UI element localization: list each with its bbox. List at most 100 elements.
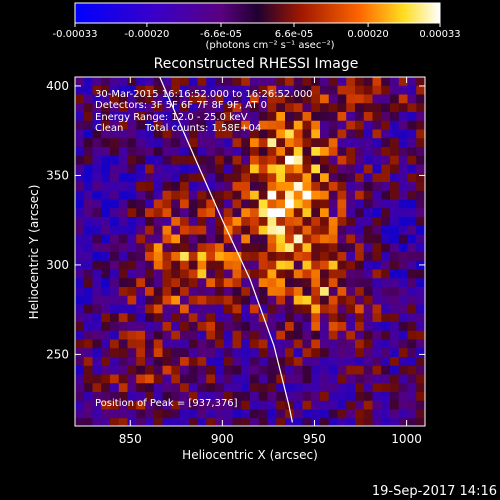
heatmap-cell xyxy=(118,418,128,426)
heatmap-cell xyxy=(223,190,233,200)
heatmap-cell xyxy=(232,129,242,139)
heatmap-cell xyxy=(180,278,190,288)
heatmap-cell xyxy=(320,225,330,235)
heatmap-cell xyxy=(118,383,128,393)
heatmap-cell xyxy=(92,112,102,122)
heatmap-cell xyxy=(92,120,102,130)
heatmap-cell xyxy=(110,138,120,148)
heatmap-cell xyxy=(83,182,93,192)
heatmap-cell xyxy=(363,217,373,227)
heatmap-cell xyxy=(381,418,391,426)
heatmap-cell xyxy=(293,173,303,183)
heatmap-cell xyxy=(328,374,338,384)
heatmap-cell xyxy=(75,85,85,95)
heatmap-cell xyxy=(346,313,356,323)
heatmap-cell xyxy=(241,400,251,410)
heatmap-cell xyxy=(136,400,146,410)
heatmap-cell xyxy=(118,365,128,375)
heatmap-cell xyxy=(311,392,321,402)
heatmap-cell xyxy=(398,304,408,314)
heatmap-cell xyxy=(337,348,347,358)
heatmap-cell xyxy=(285,225,295,235)
heatmap-cell xyxy=(276,392,286,402)
heatmap-cell xyxy=(171,260,181,270)
heatmap-cell xyxy=(83,287,93,297)
heatmap-cell xyxy=(346,357,356,367)
heatmap-cell xyxy=(355,252,365,262)
heatmap-cell xyxy=(75,155,85,165)
heatmap-cell xyxy=(101,374,111,384)
heatmap-cell xyxy=(398,348,408,358)
heatmap-cell xyxy=(241,217,251,227)
heatmap-cell xyxy=(206,199,216,209)
heatmap-cell xyxy=(118,339,128,349)
heatmap-cell xyxy=(127,103,137,113)
heatmap-cell xyxy=(346,278,356,288)
heatmap-cell xyxy=(355,155,365,165)
heatmap-cell xyxy=(180,269,190,279)
heatmap-cell xyxy=(101,392,111,402)
heatmap-cell xyxy=(232,287,242,297)
heatmap-cell xyxy=(267,374,277,384)
heatmap-cell xyxy=(223,400,233,410)
heatmap-cell xyxy=(101,409,111,419)
heatmap-cell xyxy=(320,330,330,340)
heatmap-cell xyxy=(92,392,102,402)
heatmap-cell xyxy=(171,383,181,393)
heatmap-cell xyxy=(206,112,216,122)
heatmap-cell xyxy=(153,392,163,402)
heatmap-cell xyxy=(110,374,120,384)
colorbar-tick-label: -6.6e-05 xyxy=(200,29,242,40)
heatmap-cell xyxy=(320,374,330,384)
heatmap-cell xyxy=(101,322,111,332)
heatmap-cell xyxy=(188,173,198,183)
heatmap-cell xyxy=(215,217,225,227)
heatmap-cell xyxy=(83,400,93,410)
heatmap-cell xyxy=(241,225,251,235)
heatmap-cell xyxy=(197,199,207,209)
heatmap-cell xyxy=(276,374,286,384)
heatmap-cell xyxy=(416,357,425,367)
heatmap-cell xyxy=(188,94,198,104)
heatmap-cell xyxy=(223,85,233,95)
x-axis-label: Heliocentric X (arcsec) xyxy=(182,448,318,462)
heatmap-cell xyxy=(407,357,417,367)
heatmap-cell xyxy=(320,234,330,244)
heatmap-cell xyxy=(337,330,347,340)
heatmap-cell xyxy=(346,322,356,332)
heatmap-cell xyxy=(328,409,338,419)
heatmap-cell xyxy=(101,217,111,227)
heatmap-cell xyxy=(171,357,181,367)
heatmap-cell xyxy=(407,295,417,305)
heatmap-cell xyxy=(241,120,251,130)
heatmap-cell xyxy=(416,287,425,297)
heatmap-cell xyxy=(390,155,400,165)
heatmap-cell xyxy=(398,77,408,87)
heatmap-cell xyxy=(258,418,268,426)
heatmap-cell xyxy=(180,85,190,95)
heatmap-cell xyxy=(101,147,111,157)
heatmap-cell xyxy=(232,339,242,349)
heatmap-cell xyxy=(171,409,181,419)
heatmap-cell xyxy=(92,418,102,426)
heatmap-cell xyxy=(267,409,277,419)
heatmap-cell xyxy=(337,260,347,270)
heatmap-cell xyxy=(101,313,111,323)
heatmap-cell xyxy=(372,173,382,183)
heatmap-cell xyxy=(206,147,216,157)
heatmap-cell xyxy=(346,295,356,305)
heatmap-cell xyxy=(407,155,417,165)
heatmap-cell xyxy=(241,295,251,305)
heatmap-cell xyxy=(328,243,338,253)
heatmap-cell xyxy=(110,348,120,358)
heatmap-cell xyxy=(416,182,425,192)
heatmap-cell xyxy=(355,400,365,410)
heatmap-cell xyxy=(372,225,382,235)
heatmap-cell xyxy=(180,374,190,384)
heatmap-cell xyxy=(390,85,400,95)
heatmap-cell xyxy=(320,147,330,157)
heatmap-cell xyxy=(276,190,286,200)
heatmap-cell xyxy=(118,295,128,305)
heatmap-cell xyxy=(180,94,190,104)
heatmap-cell xyxy=(302,77,312,87)
